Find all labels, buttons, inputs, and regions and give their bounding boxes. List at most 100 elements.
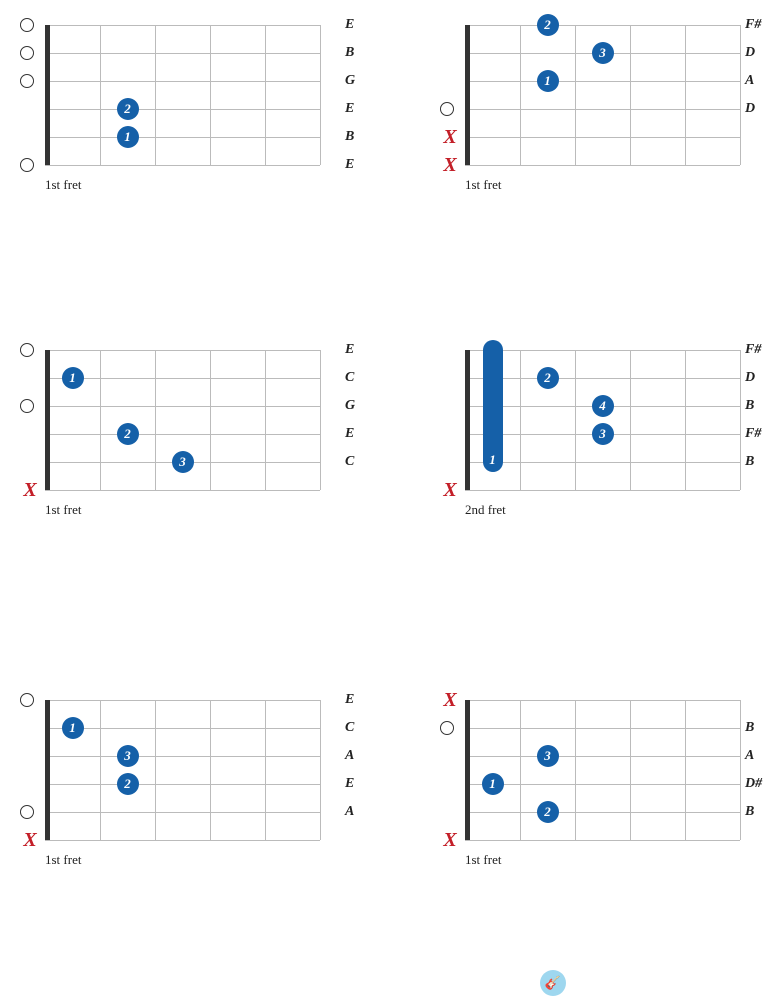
mute-string-marker: X [443,155,456,175]
fret-line [520,700,521,840]
note-label: G [345,73,355,89]
fret-line [630,350,631,490]
string-line [45,350,320,351]
fret-label: 1st fret [45,852,81,868]
open-string-marker [20,399,34,413]
fret-label: 1st fret [465,177,501,193]
fret-line [320,350,321,490]
string-line [465,378,740,379]
string-line [45,490,320,491]
string-line [465,728,740,729]
fret-line [265,700,266,840]
fret-line [685,350,686,490]
finger-dot: 2 [537,801,559,823]
brand-logo: 🎸 [540,970,566,996]
fret-line [100,350,101,490]
string-line [45,53,320,54]
string-line [45,378,320,379]
finger-dot: 2 [537,14,559,36]
string-line [45,728,320,729]
string-line [45,165,320,166]
note-label: F# [745,17,761,33]
fret-line [210,25,211,165]
barre: 1 [483,340,503,472]
fret-line [520,25,521,165]
string-line [465,109,740,110]
string-line [465,25,740,26]
note-label: B [345,129,354,145]
mute-string-marker: X [443,480,456,500]
open-string-marker [440,102,454,116]
nut-line [465,25,470,165]
fret-line [685,700,686,840]
finger-dot: 2 [117,98,139,120]
fret-line [575,25,576,165]
string-line [45,25,320,26]
string-line [465,462,740,463]
fret-line [630,25,631,165]
fret-line [155,700,156,840]
note-label: A [745,73,754,89]
finger-dot: 2 [537,367,559,389]
mute-string-marker: X [23,830,36,850]
string-line [45,840,320,841]
fret-label: 1st fret [45,502,81,518]
mute-string-marker: X [443,127,456,147]
finger-dot: 3 [592,423,614,445]
string-line [465,350,740,351]
string-line [465,165,740,166]
finger-dot: 4 [592,395,614,417]
note-label: E [345,692,354,708]
string-line [465,700,740,701]
open-string-marker [20,18,34,32]
finger-dot: 1 [537,70,559,92]
note-label: E [345,157,354,173]
finger-dot: 1 [482,773,504,795]
fret-line [685,25,686,165]
note-label: A [345,804,354,820]
nut-line [45,25,50,165]
fret-line [210,350,211,490]
note-label: C [345,370,354,386]
fret-line [740,350,741,490]
note-label: B [345,45,354,61]
fret-line [575,700,576,840]
string-line [45,784,320,785]
note-label: D [745,370,755,386]
nut-line [45,700,50,840]
open-string-marker [20,74,34,88]
string-line [465,840,740,841]
fret-line [630,700,631,840]
note-label: E [345,426,354,442]
fret-line [155,25,156,165]
nut-line [465,350,470,490]
nut-line [465,700,470,840]
fret-line [575,350,576,490]
finger-dot: 2 [117,773,139,795]
nut-line [45,350,50,490]
note-label: F# [745,426,761,442]
open-string-marker [20,158,34,172]
string-line [45,81,320,82]
note-label: A [745,748,754,764]
note-label: G [345,398,355,414]
finger-dot: 3 [592,42,614,64]
finger-dot: 1 [117,126,139,148]
fret-line [740,700,741,840]
mute-string-marker: X [443,830,456,850]
note-label: E [345,101,354,117]
string-line [45,137,320,138]
note-label: A [345,748,354,764]
string-line [45,756,320,757]
open-string-marker [440,721,454,735]
note-label: B [745,398,754,414]
string-line [465,490,740,491]
open-string-marker [20,693,34,707]
fret-label: 1st fret [465,852,501,868]
note-label: C [345,720,354,736]
string-line [465,756,740,757]
string-line [465,784,740,785]
note-label: D# [745,776,762,792]
fret-line [320,700,321,840]
mute-string-marker: X [23,480,36,500]
